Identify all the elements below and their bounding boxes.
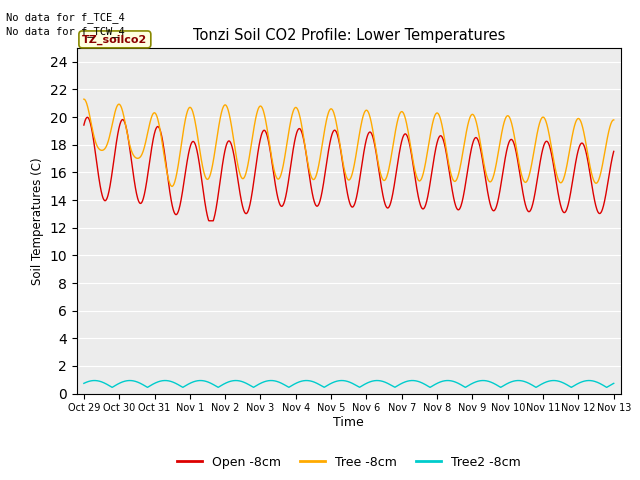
Text: TZ_soilco2: TZ_soilco2 [82,34,147,45]
Tree2 -8cm [316,382,324,388]
Line: Tree2 -8cm: Tree2 -8cm [84,381,614,387]
Tree2 -8cm [91,378,99,384]
Tree2 -8cm [326,381,333,387]
Tree2 -8cm [122,378,129,384]
Tree -8cm [121,119,129,124]
Tree2 -8cm [603,384,611,390]
Tree2 -8cm [382,380,390,385]
Tree2 -8cm [143,384,150,390]
Tree -8cm [316,156,324,161]
Tree -8cm [382,176,390,182]
Tree -8cm [610,117,618,123]
Tree -8cm [168,183,176,189]
Open -8cm [305,173,313,179]
Open -8cm [382,204,390,209]
X-axis label: Time: Time [333,416,364,429]
Tree2 -8cm [80,381,88,386]
Line: Open -8cm: Open -8cm [84,117,614,221]
Tree2 -8cm [305,378,313,384]
Open -8cm [122,121,129,127]
Open -8cm [317,197,324,203]
Open -8cm [326,140,333,146]
Tree2 -8cm [610,381,618,386]
Tree -8cm [305,166,313,172]
Y-axis label: Soil Temperatures (C): Soil Temperatures (C) [31,157,44,285]
Open -8cm [80,122,88,128]
Legend: Open -8cm, Tree -8cm, Tree2 -8cm: Open -8cm, Tree -8cm, Tree2 -8cm [172,451,525,474]
Open -8cm [610,148,618,154]
Open -8cm [84,114,92,120]
Text: No data for f_TCE_4: No data for f_TCE_4 [6,12,125,23]
Title: Tonzi Soil CO2 Profile: Lower Temperatures: Tonzi Soil CO2 Profile: Lower Temperatur… [193,28,505,43]
Tree -8cm [80,96,88,102]
Tree -8cm [326,108,333,113]
Text: No data for f_TCW_4: No data for f_TCW_4 [6,26,125,37]
Open -8cm [143,178,150,184]
Tree -8cm [143,136,150,142]
Open -8cm [205,218,213,224]
Line: Tree -8cm: Tree -8cm [84,99,614,186]
